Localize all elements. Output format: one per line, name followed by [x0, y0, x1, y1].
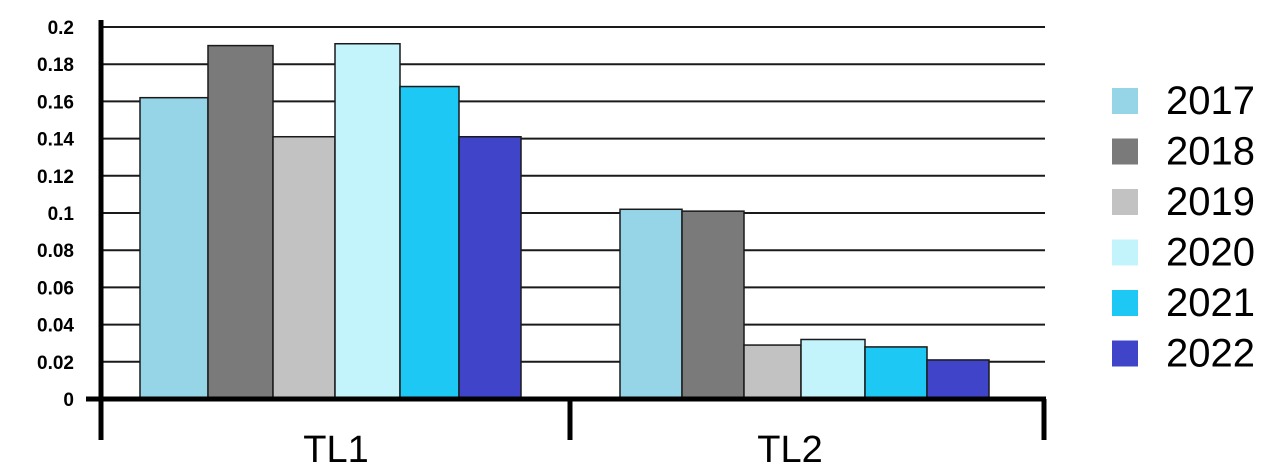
- legend-swatch: [1112, 239, 1138, 266]
- bar-tl2-2019: [743, 344, 802, 400]
- legend-swatch: [1112, 290, 1138, 316]
- axes: [86, 20, 1047, 440]
- y-tick-label: 0.2: [48, 18, 74, 39]
- x-axis-categories: TL1 TL2: [303, 429, 822, 466]
- legend-swatch: [1112, 189, 1138, 215]
- legend-swatch: [1112, 138, 1138, 165]
- y-tick-label: 0.02: [37, 353, 74, 374]
- y-tick-label: 0.12: [37, 167, 74, 188]
- bar-tl2-2017: [619, 208, 683, 400]
- bars: [139, 42, 990, 400]
- bar-tl1-2017: [139, 96, 209, 400]
- legend-label: 2017: [1166, 79, 1255, 123]
- y-tick-label: 0.04: [37, 316, 74, 337]
- legend-label: 2019: [1166, 180, 1255, 224]
- bar-tl1-2019: [272, 135, 336, 400]
- legend-item-2017: 2017: [1112, 79, 1255, 123]
- legend-label: 2021: [1166, 281, 1255, 325]
- bar-tl1-2021: [399, 85, 460, 400]
- legend-label: 2022: [1166, 332, 1255, 376]
- bar-tl2-2021: [864, 346, 928, 400]
- legend-swatch: [1112, 340, 1138, 367]
- y-tick-label: 0.18: [37, 55, 74, 76]
- y-tick-label: 0.06: [37, 278, 74, 299]
- bar-tl1-2022: [458, 135, 522, 400]
- legend-item-2020: 2020: [1112, 231, 1255, 275]
- y-tick-label: 0.16: [37, 92, 74, 113]
- bar-tl1-2018: [207, 44, 274, 400]
- legend-item-2022: 2022: [1112, 332, 1255, 376]
- bar-tl2-2022: [926, 359, 990, 400]
- bar-tl2-2020: [800, 338, 866, 400]
- legend-swatch: [1112, 88, 1138, 114]
- legend-item-2019: 2019: [1112, 180, 1255, 224]
- y-axis-ticks: 0 0.02 0.04 0.06 0.08 0.1 0.12 0.14 0.16 0.18 0.2: [37, 18, 74, 411]
- y-tick-label: 0.14: [37, 130, 74, 151]
- y-tick-label: 0: [63, 390, 74, 411]
- x-category-label: TL1: [303, 429, 368, 466]
- legend-item-2021: 2021: [1112, 281, 1255, 325]
- bar-tl1-2020: [334, 42, 401, 400]
- y-tick-label: 0.08: [37, 241, 74, 262]
- bar-tl2-2018: [681, 210, 745, 400]
- y-tick-label: 0.1: [48, 204, 75, 225]
- legend-item-2018: 2018: [1112, 130, 1255, 174]
- legend-label: 2018: [1166, 130, 1255, 174]
- legend-label: 2020: [1166, 231, 1255, 275]
- legend: 2017 2018 2019 2020 2021 2022: [1112, 79, 1255, 376]
- x-category-label: TL2: [757, 429, 822, 466]
